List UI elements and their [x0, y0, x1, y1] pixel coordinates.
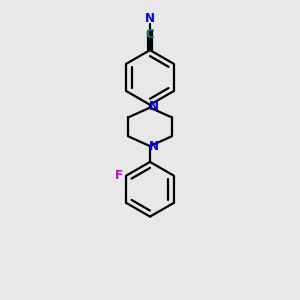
- Text: F: F: [115, 169, 123, 182]
- Text: N: N: [149, 140, 159, 153]
- Text: N: N: [145, 12, 155, 25]
- Text: C: C: [146, 28, 154, 41]
- Text: N: N: [149, 100, 159, 113]
